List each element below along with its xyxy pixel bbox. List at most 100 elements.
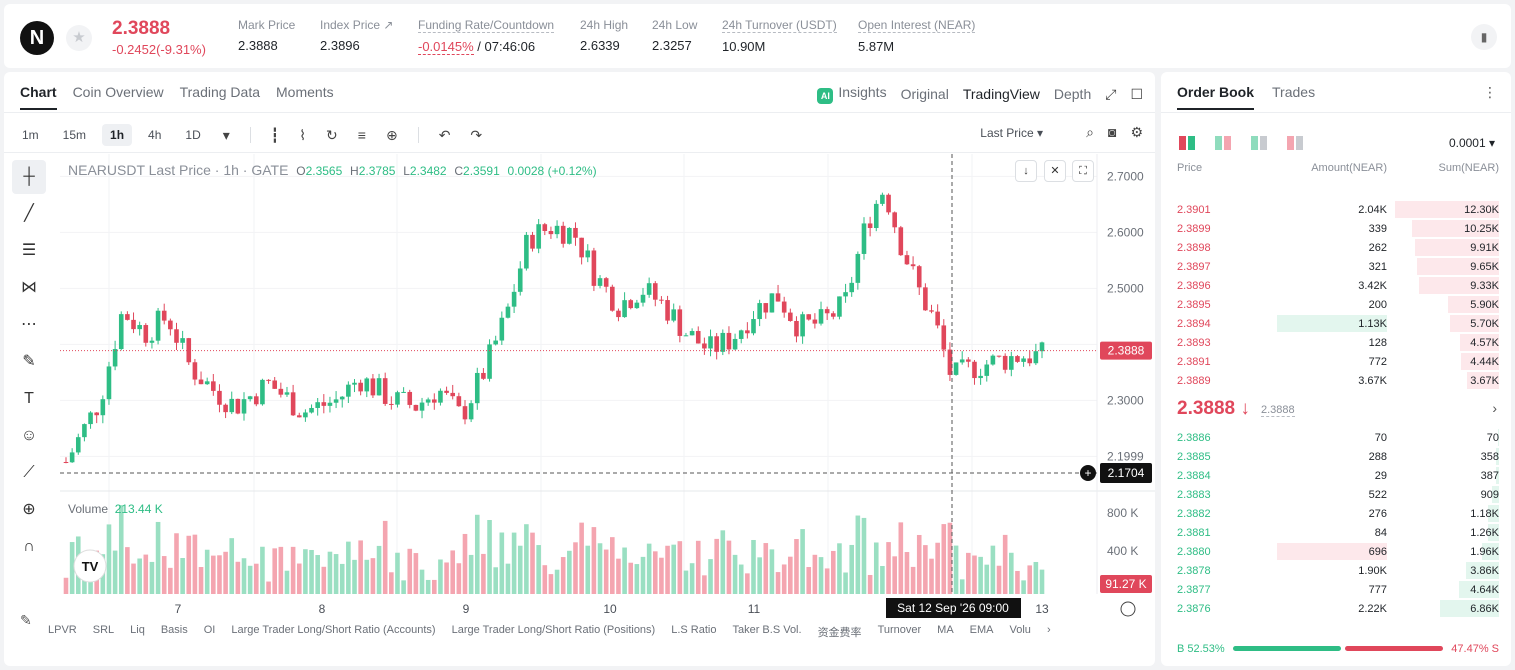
collapse-icon[interactable]: ✕ (1044, 160, 1066, 182)
indicator-volume[interactable]: Volu (1009, 624, 1031, 636)
ask-row[interactable]: 2.3899 339 10.25K (1161, 219, 1511, 238)
tab-tradingview[interactable]: TradingView (962, 86, 1040, 102)
chevron-right-icon[interactable]: › (1492, 400, 1497, 416)
templates-icon[interactable]: ≡ (357, 127, 366, 143)
search-icon[interactable]: ⌕ (1086, 124, 1094, 140)
indicator-srl[interactable]: SRL (92, 624, 115, 636)
horizontal-lines-icon[interactable]: ☰ (21, 242, 37, 259)
undo-icon[interactable]: ↶ (438, 126, 451, 143)
interval-1d[interactable]: 1D (185, 128, 201, 142)
indicator-lpvr[interactable]: LPVR (48, 624, 77, 636)
gear-icon[interactable]: ⚙ (1130, 124, 1143, 140)
indicator-basis[interactable]: Basis (160, 624, 188, 636)
pattern-icon[interactable]: ⋈ (21, 279, 37, 296)
volume-bar (591, 527, 597, 594)
tab-moments[interactable]: Moments (276, 84, 334, 100)
indicators-icon[interactable]: ⌇ (299, 126, 307, 143)
bid-row[interactable]: 2.3877 777 4.64K (1161, 580, 1511, 599)
volume-bar (137, 558, 142, 594)
ask-row[interactable]: 2.3897 321 9.65K (1161, 257, 1511, 276)
refresh-icon[interactable]: ↻ (326, 126, 338, 143)
volume-bar (432, 579, 437, 594)
arrow-down-icon[interactable]: ↓ (1015, 160, 1037, 182)
bid-row[interactable]: 2.3881 84 1.26K (1161, 523, 1511, 542)
volume-bar (511, 532, 517, 594)
bid-row[interactable]: 2.3883 522 909 (1161, 485, 1511, 504)
row-sum: 5.70K (1470, 318, 1499, 330)
add-indicator-icon[interactable]: ⊕ (385, 126, 398, 143)
candle-type-icon[interactable]: ┇ (270, 126, 280, 143)
price-type-select[interactable]: Last Price ▾ (980, 126, 1043, 140)
favorite-star-icon[interactable]: ★ (66, 25, 92, 51)
ask-row[interactable]: 2.3901 2.04K 12.30K (1161, 200, 1511, 219)
tab-trading-data[interactable]: Trading Data (179, 84, 261, 100)
candle-body (781, 301, 787, 313)
pencil-icon[interactable]: ✎ (20, 612, 32, 628)
mode-asks-icon[interactable] (1287, 136, 1303, 150)
emoji-icon[interactable]: ☺ (20, 427, 38, 444)
interval-dropdown-icon[interactable]: ▾ (222, 126, 230, 143)
bid-row[interactable]: 2.3886 70 70 (1161, 428, 1511, 447)
bid-row[interactable]: 2.3885 288 358 (1161, 447, 1511, 466)
tab-original[interactable]: Original (900, 86, 949, 102)
ask-row[interactable]: 2.3896 3.42K 9.33K (1161, 276, 1511, 295)
expand-icon[interactable]: ⤢ (1105, 85, 1117, 102)
ask-row[interactable]: 2.3891 772 4.44K (1161, 352, 1511, 371)
precision-select[interactable]: 0.0001 ▾ (1448, 136, 1495, 150)
trendline-icon[interactable]: ╱ (24, 205, 34, 222)
camera-icon[interactable]: ◙ (1107, 124, 1117, 140)
bid-row[interactable]: 2.3882 276 1.18K (1161, 504, 1511, 523)
ruler-icon[interactable]: ⟋ (23, 464, 35, 481)
tab-order-book[interactable]: Order Book (1177, 84, 1255, 110)
brush-icon[interactable]: ✎ (22, 353, 36, 370)
stat-value: -0.0145% / 07:46:06 (418, 39, 554, 55)
book-icon[interactable]: ▮ (1471, 24, 1497, 50)
mode-both-icon[interactable] (1179, 136, 1195, 150)
bid-row[interactable]: 2.3884 29 387 (1161, 466, 1511, 485)
more-icon[interactable]: ⋮ (1483, 84, 1497, 100)
indicator-taker-vol[interactable]: Taker B.S Vol. (732, 624, 802, 636)
window-icon[interactable]: ☐ (1130, 85, 1143, 102)
mid-mark-price: 2.3888 (1261, 404, 1295, 417)
stat-label[interactable]: Index Price ↗ (320, 18, 394, 32)
interval-1m[interactable]: 1m (22, 128, 39, 142)
ask-row[interactable]: 2.3893 128 4.57K (1161, 333, 1511, 352)
tab-coin-overview[interactable]: Coin Overview (72, 84, 164, 100)
tab-insights[interactable]: AI Insights (817, 84, 887, 104)
tab-chart[interactable]: Chart (20, 84, 57, 110)
chevron-right-icon[interactable]: › (1046, 624, 1051, 636)
ask-row[interactable]: 2.3895 200 5.90K (1161, 295, 1511, 314)
indicator-ema[interactable]: EMA (969, 624, 994, 636)
indicator-ls-positions[interactable]: Large Trader Long/Short Ratio (Positions… (451, 624, 656, 636)
bid-row[interactable]: 2.3880 696 1.96K (1161, 542, 1511, 561)
bid-row[interactable]: 2.3878 1.90K 3.86K (1161, 561, 1511, 580)
crosshair-icon[interactable]: ┼ (12, 160, 46, 194)
stat-index-price[interactable]: Index Price ↗ 2.3896 (320, 18, 393, 53)
indicator-funding-rate[interactable]: 资金费率 (817, 627, 862, 639)
indicator-ls-ratio[interactable]: L.S Ratio (671, 624, 717, 636)
mode-bids-icon[interactable] (1251, 136, 1267, 150)
indicator-ls-accounts[interactable]: Large Trader Long/Short Ratio (Accounts) (231, 624, 436, 636)
interval-15m[interactable]: 15m (62, 128, 87, 142)
bid-row[interactable]: 2.3876 2.22K 6.86K (1161, 599, 1511, 618)
fib-icon[interactable]: ⋯ (21, 316, 37, 333)
indicator-ma[interactable]: MA (937, 624, 954, 636)
text-icon[interactable]: T (24, 390, 34, 407)
candlestick-chart[interactable]: 2.3888 + 2.1704 2.7000 2.6000 2.5000 2.3000 2.1… (4, 72, 1155, 666)
indicator-liq[interactable]: Liq (130, 624, 145, 636)
redo-icon[interactable]: ↷ (470, 126, 483, 143)
interval-4h[interactable]: 4h (148, 128, 162, 142)
indicator-oi[interactable]: OI (203, 624, 216, 636)
ask-row[interactable]: 2.3898 262 9.91K (1161, 238, 1511, 257)
tab-depth[interactable]: Depth (1053, 86, 1092, 102)
row-price: 2.3899 (1177, 223, 1211, 235)
interval-1h[interactable]: 1h (102, 124, 133, 146)
magnet-icon[interactable]: ∩ (23, 538, 35, 555)
zoom-in-icon[interactable]: ⊕ (22, 501, 36, 518)
maximize-icon[interactable]: ⛶ (1072, 160, 1094, 182)
mode-split-icon[interactable] (1215, 136, 1231, 150)
tab-trades[interactable]: Trades (1272, 84, 1316, 100)
ask-row[interactable]: 2.3889 3.67K 3.67K (1161, 371, 1511, 390)
ask-row[interactable]: 2.3894 1.13K 5.70K (1161, 314, 1511, 333)
indicator-turnover[interactable]: Turnover (877, 624, 922, 636)
